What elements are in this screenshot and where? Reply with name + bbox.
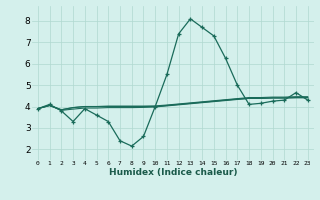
X-axis label: Humidex (Indice chaleur): Humidex (Indice chaleur) (108, 168, 237, 177)
